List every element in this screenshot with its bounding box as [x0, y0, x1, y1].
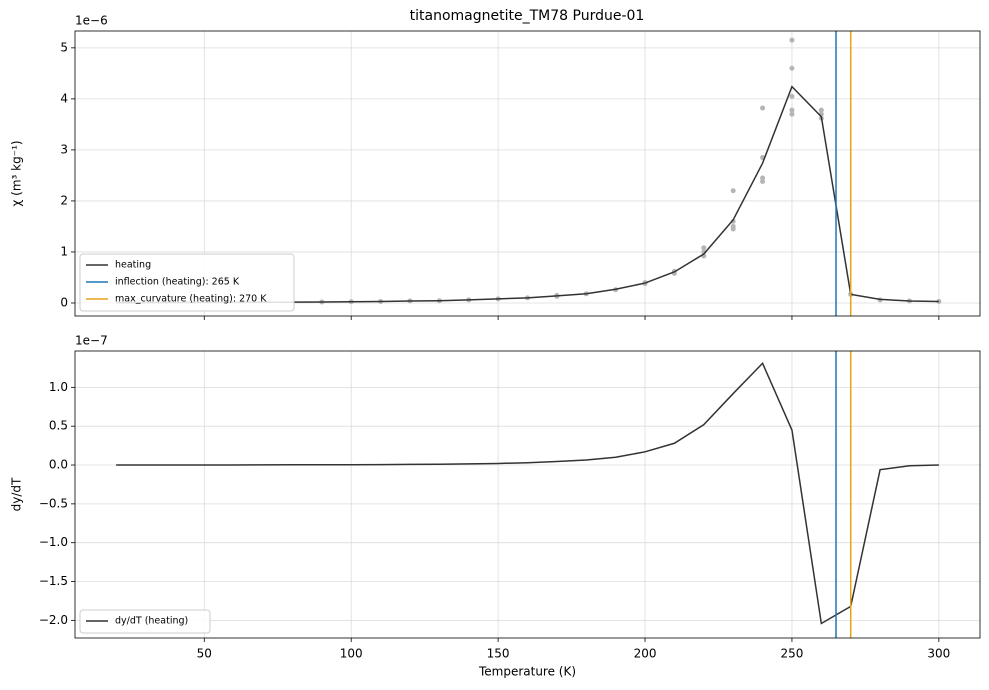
measurement-point: [789, 107, 795, 113]
legend: heating inflection (heating): 265 K max_cu…: [79, 253, 295, 312]
y-tick-label: −2.0: [39, 613, 68, 627]
measurement-point: [789, 93, 795, 99]
measurement-point: [701, 245, 707, 251]
y-tick-label: −0.5: [39, 496, 68, 510]
measurement-point: [730, 188, 736, 194]
measurement-point: [760, 179, 766, 185]
legend-label: inflection (heating): 265 K: [115, 277, 240, 288]
y-tick-label: −1.0: [39, 535, 68, 549]
offset-text: 1e−6: [75, 14, 108, 28]
x-tick-label: 50: [197, 647, 212, 661]
chart-title: titanomagnetite_TM78 Purdue-01: [410, 8, 645, 24]
x-tick-label: 150: [487, 647, 510, 661]
y-tick-label: 4: [60, 91, 68, 105]
y-tick-label: 0.0: [49, 458, 68, 472]
measurement-point: [818, 107, 824, 113]
measurement-point: [730, 223, 736, 229]
y-tick-label: 0.5: [49, 419, 68, 433]
plot-area: [116, 361, 939, 625]
y-tick-label: 1: [60, 244, 68, 258]
legend-label: max_curvature (heating): 270 K: [115, 294, 267, 305]
y-tick-label: −1.5: [39, 574, 68, 588]
axes-frame: [74, 30, 981, 317]
measurement-point: [789, 65, 795, 71]
axes-frame: [74, 350, 981, 639]
legend-label: dy/dT (heating): [115, 616, 188, 627]
offset-text: 1e−7: [75, 334, 108, 348]
legend-box: [79, 253, 295, 312]
measurement-point: [789, 111, 795, 117]
legend: dy/dT (heating): [79, 609, 211, 634]
x-tick-label: 300: [927, 647, 950, 661]
x-axis-label: Temperature (K): [478, 665, 576, 679]
y-axis-label: χ (m³ kg⁻¹): [10, 140, 24, 206]
x-tick-label: 250: [780, 647, 803, 661]
legend-box: [79, 609, 211, 634]
measurement-point: [789, 37, 795, 43]
y-tick-label: 5: [60, 40, 68, 54]
measurement-point: [730, 218, 736, 224]
series-line: [116, 361, 939, 625]
y-tick-label: 2: [60, 193, 68, 207]
y-tick-label: 0: [60, 295, 68, 309]
measurement-point: [760, 105, 766, 111]
y-tick-label: 3: [60, 142, 68, 156]
y-tick-label: 1.0: [49, 380, 68, 394]
measurement-point: [760, 175, 766, 181]
x-tick-label: 100: [340, 647, 363, 661]
x-tick-label: 200: [634, 647, 657, 661]
y-axis-label: dy/dT: [10, 477, 24, 511]
legend-label: heating: [115, 260, 151, 271]
